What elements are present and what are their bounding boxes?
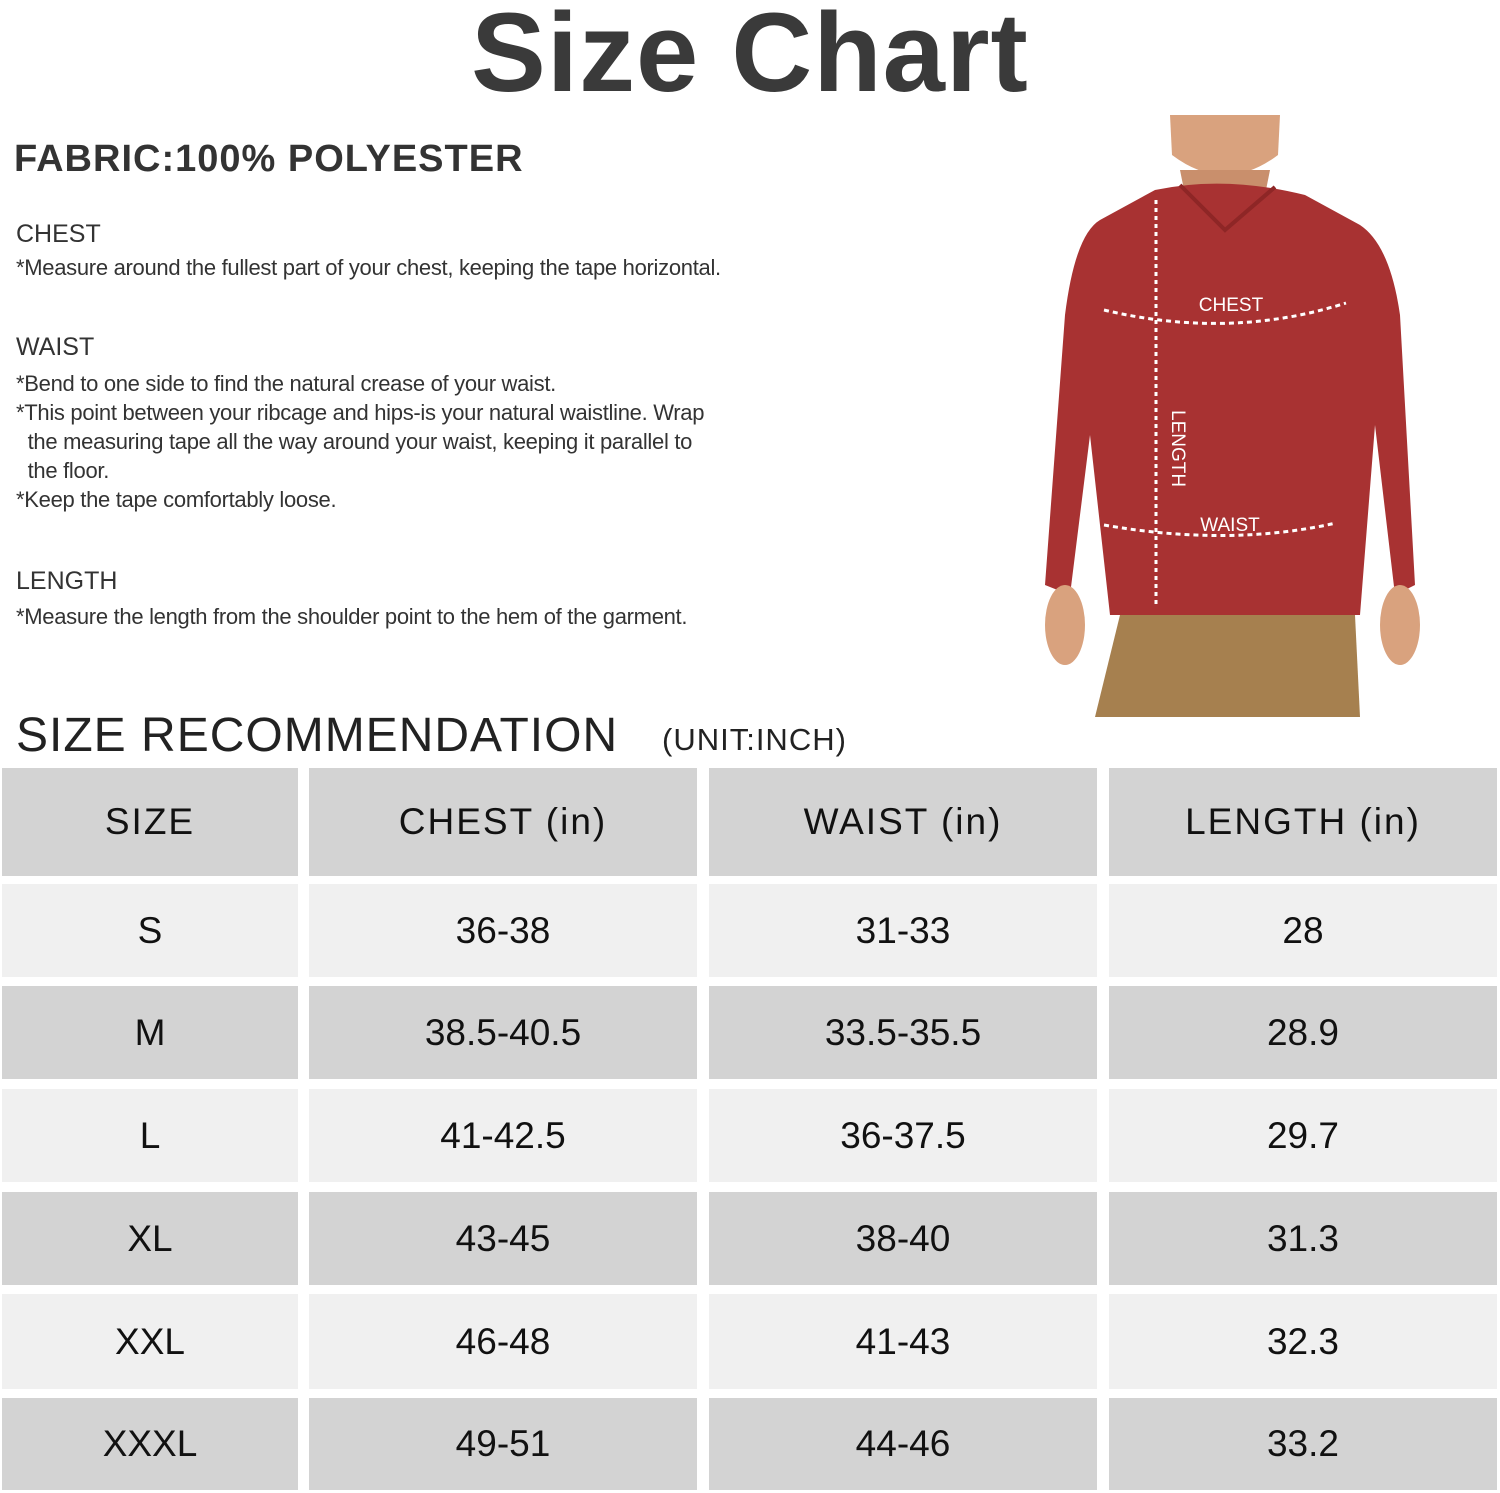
cell-size: S: [2, 884, 298, 977]
cell-waist: 38-40: [709, 1192, 1097, 1285]
chest-instructions: *Measure around the fullest part of your…: [16, 255, 721, 280]
waist-instructions: *Bend to one side to find the natural cr…: [16, 371, 705, 512]
cell-length: 32.3: [1109, 1294, 1497, 1389]
unit-label: (UNIT:INCH): [662, 722, 847, 757]
fabric-info: FABRIC:100% POLYESTER: [14, 138, 524, 180]
header-chest: CHEST (in): [309, 768, 697, 876]
page-title: Size Chart: [471, 0, 1029, 115]
chest-heading: CHEST: [16, 220, 101, 248]
cell-size: L: [2, 1089, 298, 1182]
length-heading: LENGTH: [16, 567, 118, 595]
shirt: [1045, 183, 1415, 616]
cell-size: XXL: [2, 1294, 298, 1389]
cell-waist: 44-46: [709, 1398, 1097, 1490]
length-label: LENGTH: [1167, 410, 1188, 487]
cell-length: 28.9: [1109, 986, 1497, 1079]
cell-chest: 46-48: [309, 1294, 697, 1389]
model-photo: CHEST WAIST LENGTH: [1030, 115, 1430, 717]
waist-label: WAIST: [1200, 515, 1260, 536]
header-length: LENGTH (in): [1109, 768, 1497, 876]
chest-label: CHEST: [1199, 295, 1264, 316]
cell-size: M: [2, 986, 298, 1079]
header-waist: WAIST (in): [709, 768, 1097, 876]
model-face: [1170, 115, 1280, 175]
cell-chest: 49-51: [309, 1398, 697, 1490]
cell-size: XXXL: [2, 1398, 298, 1490]
cell-waist: 33.5-35.5: [709, 986, 1097, 1079]
cell-chest: 38.5-40.5: [309, 986, 697, 1079]
cell-length: 33.2: [1109, 1398, 1497, 1490]
length-instructions: *Measure the length from the shoulder po…: [16, 604, 688, 629]
waist-heading: WAIST: [16, 333, 95, 361]
cell-length: 28: [1109, 884, 1497, 977]
header-size: SIZE: [2, 768, 298, 876]
cell-waist: 31-33: [709, 884, 1097, 977]
pants: [1095, 615, 1360, 717]
recommendation-title: SIZE RECOMMENDATION: [16, 709, 619, 762]
cell-size: XL: [2, 1192, 298, 1285]
cell-chest: 43-45: [309, 1192, 697, 1285]
cell-length: 31.3: [1109, 1192, 1497, 1285]
cell-waist: 36-37.5: [709, 1089, 1097, 1182]
cell-chest: 41-42.5: [309, 1089, 697, 1182]
cell-length: 29.7: [1109, 1089, 1497, 1182]
cell-chest: 36-38: [309, 884, 697, 977]
cell-waist: 41-43: [709, 1294, 1097, 1389]
